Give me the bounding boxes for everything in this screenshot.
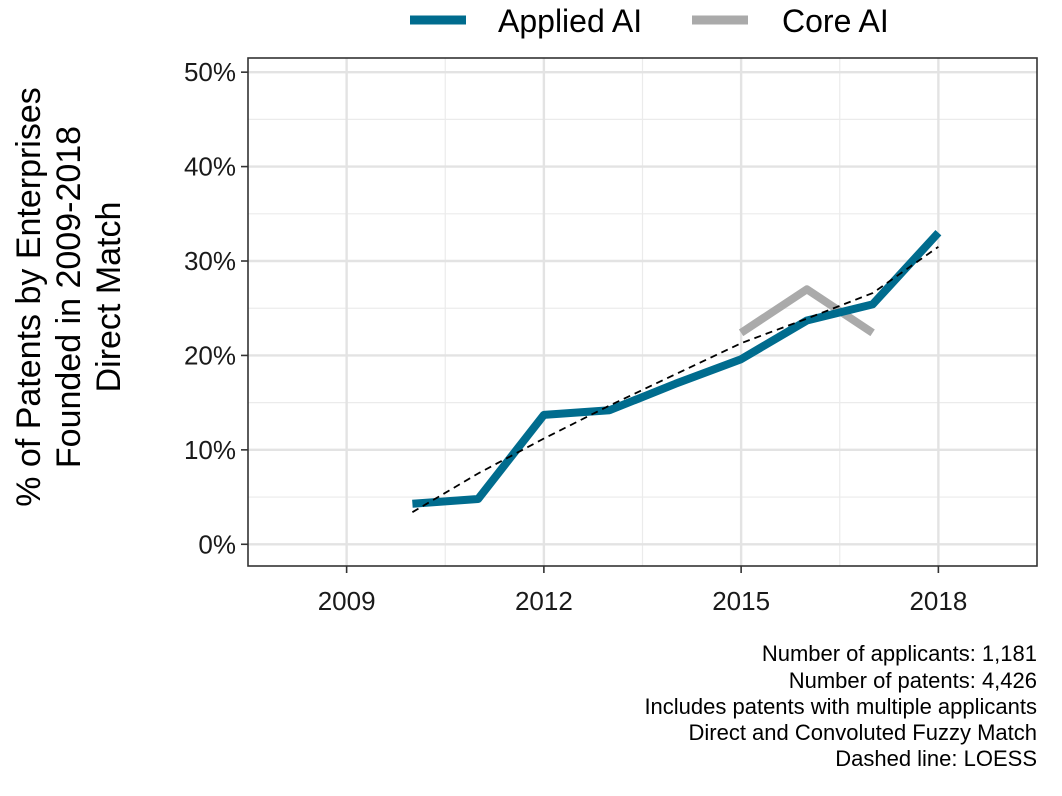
- caption-loess: Dashed line: LOESS: [835, 746, 1037, 771]
- legend-label-core-ai: Core AI: [782, 3, 889, 39]
- x-tick-label: 2018: [909, 586, 967, 616]
- y-axis-label: % of Patents by Enterprises Founded in 2…: [10, 87, 128, 507]
- y-axis-label-line-1: % of Patents by Enterprises: [10, 87, 48, 507]
- legend-label-applied-ai: Applied AI: [498, 3, 642, 39]
- caption-fuzzy-match: Direct and Convoluted Fuzzy Match: [689, 720, 1038, 745]
- caption-patents: Number of patents: 4,426: [789, 668, 1037, 693]
- x-tick-label: 2012: [515, 586, 573, 616]
- y-tick-label: 50%: [184, 57, 236, 87]
- x-tick-label: 2009: [318, 586, 376, 616]
- y-tick-label: 30%: [184, 246, 236, 276]
- y-tick-label: 10%: [184, 435, 236, 465]
- y-tick-label: 20%: [184, 340, 236, 370]
- x-tick-label: 2015: [712, 586, 770, 616]
- caption-multiple-applicants: Includes patents with multiple applicant…: [644, 694, 1037, 719]
- y-tick-label: 40%: [184, 152, 236, 182]
- caption-applicants: Number of applicants: 1,181: [762, 641, 1037, 666]
- y-tick-label: 0%: [198, 529, 236, 559]
- caption-block: Number of applicants: 1,181 Number of pa…: [644, 641, 1037, 771]
- y-axis-label-line-2: Founded in 2009-2018: [50, 126, 88, 468]
- y-axis-label-line-3: Direct Match: [90, 202, 128, 393]
- legend: Applied AI Core AI: [410, 3, 889, 39]
